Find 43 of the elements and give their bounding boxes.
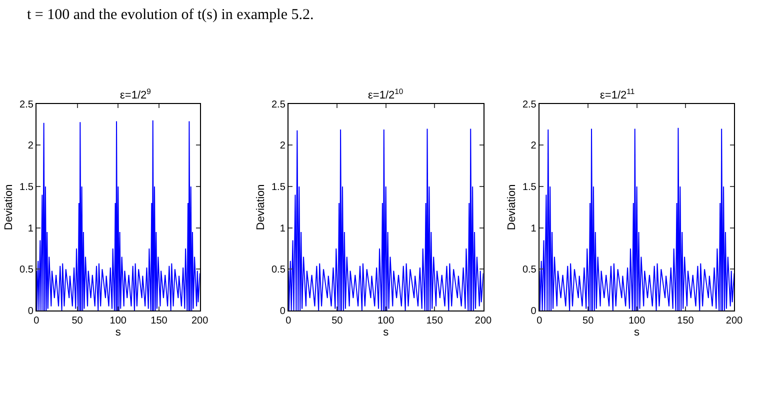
chart-title: ε=1/2$^{10}$	[368, 87, 404, 102]
y-tick-label: 0	[280, 306, 286, 317]
x-tick-label: 100	[628, 315, 646, 326]
x-tick-label: 200	[191, 315, 209, 326]
line-series	[288, 128, 484, 310]
y-tick-label: 0.5	[272, 264, 286, 276]
y-tick-label: 0.5	[522, 264, 537, 276]
y-tick-label: 1	[530, 223, 537, 234]
line-series	[539, 127, 734, 310]
y-axis-title: Deviation	[506, 184, 518, 230]
y-tick-label: 2.5	[272, 99, 286, 110]
x-tick-label: 50	[582, 315, 594, 326]
y-tick-label: 2	[280, 140, 286, 152]
y-axis-title: Deviation	[3, 184, 16, 230]
x-tick-label: 50	[72, 315, 84, 326]
chart-title: ε=1/2$^{9}$	[120, 87, 151, 102]
x-axis-title: s	[634, 326, 640, 339]
x-tick-label: 50	[332, 315, 344, 326]
text: t = 100 and the evolution of t(s) in example 5.2.	[27, 7, 314, 23]
x-tick-label: 150	[677, 315, 694, 326]
y-tick-label: 1.5	[272, 182, 286, 194]
y-tick-label: 2.5	[20, 99, 34, 110]
y-tick-label: 1	[28, 223, 34, 234]
x-tick-label: 150	[426, 315, 444, 326]
x-tick-label: 200	[474, 315, 492, 326]
y-tick-label: 1.5	[20, 182, 34, 194]
x-tick-label: 100	[377, 315, 395, 326]
x-tick-label: 150	[150, 315, 168, 326]
chart-title: ε=1/2$^{11}$	[600, 87, 635, 102]
x-tick-label: 100	[110, 315, 127, 326]
y-tick-label: 0.5	[20, 264, 34, 276]
x-tick-label: 200	[726, 315, 744, 326]
y-tick-label: 1.5	[522, 182, 537, 194]
y-tick-label: 0	[530, 306, 537, 317]
y-tick-label: 2	[530, 140, 537, 152]
y-axis-title: Deviation	[255, 184, 268, 230]
y-tick-label: 2.5	[522, 99, 537, 110]
x-axis-title: s	[383, 326, 390, 339]
y-tick-label: 0	[28, 306, 34, 317]
y-tick-label: 1	[280, 223, 286, 234]
y-tick-label: 2	[28, 140, 34, 152]
x-axis-title: s	[115, 326, 122, 339]
line-series	[36, 120, 200, 310]
